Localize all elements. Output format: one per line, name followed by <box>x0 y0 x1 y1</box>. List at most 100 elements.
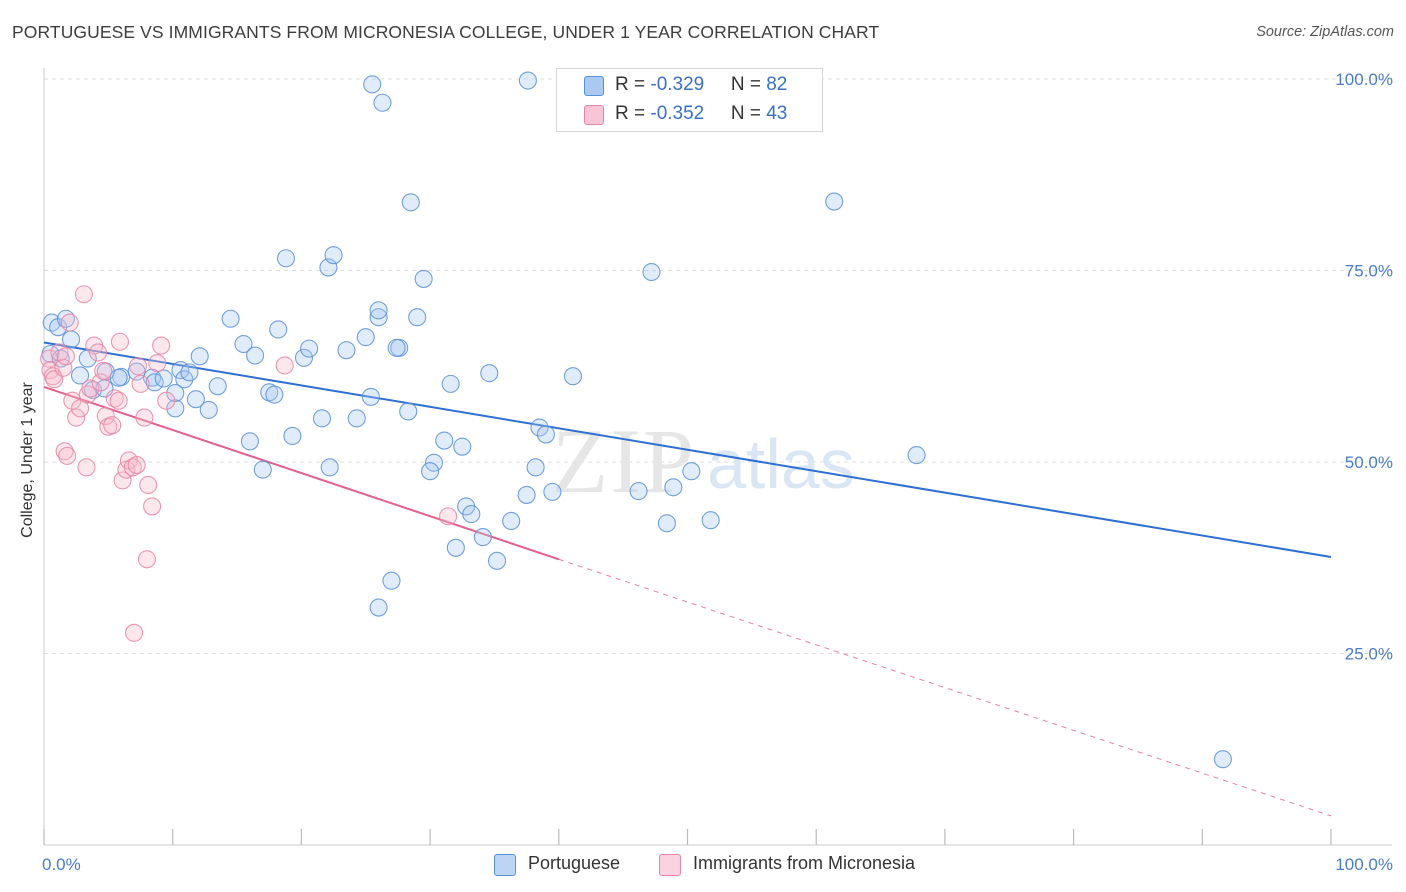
point-portuguese <box>190 347 209 366</box>
point-portuguese <box>435 431 454 450</box>
point-portuguese <box>347 409 366 428</box>
point-portuguese <box>283 426 302 446</box>
point-portuguese <box>265 385 284 404</box>
point-portuguese <box>199 400 218 419</box>
point-micronesia <box>89 343 108 362</box>
point-micronesia <box>275 356 294 375</box>
point-portuguese <box>356 328 375 347</box>
point-micronesia <box>96 406 115 426</box>
point-micronesia <box>94 361 113 380</box>
point-portuguese <box>234 334 253 354</box>
point-micronesia <box>77 458 96 477</box>
point-micronesia <box>128 357 148 376</box>
point-portuguese <box>109 368 128 387</box>
grid-lines <box>44 78 1392 654</box>
y-tick-label: 75.0% <box>1345 262 1393 281</box>
point-micronesia <box>63 391 82 410</box>
point-micronesia <box>74 285 93 304</box>
point-portuguese <box>337 341 356 360</box>
point-micronesia <box>56 347 75 366</box>
point-portuguese <box>543 482 562 501</box>
point-portuguese <box>446 538 465 557</box>
legend-r-value: -0.352 <box>650 103 705 124</box>
point-portuguese <box>145 373 164 392</box>
point-portuguese <box>221 309 240 328</box>
point-portuguese <box>387 338 406 357</box>
point-portuguese <box>363 75 382 94</box>
legend-swatch-blue <box>584 76 604 96</box>
point-portuguese <box>414 269 433 288</box>
point-micronesia <box>148 354 167 373</box>
point-portuguese <box>518 71 537 90</box>
point-portuguese <box>473 528 492 547</box>
y-tick-label: 50.0% <box>1345 453 1393 472</box>
chart-title: PORTUGUESE VS IMMIGRANTS FROM MICRONESIA… <box>12 22 880 42</box>
point-portuguese <box>312 409 332 428</box>
legend-r-value: -0.329 <box>650 74 705 95</box>
legend-swatch-portuguese <box>494 854 516 876</box>
point-micronesia <box>110 332 129 351</box>
source-label: Source: ZipAtlas.com <box>1256 24 1394 40</box>
point-micronesia <box>127 456 146 475</box>
point-micronesia <box>125 623 144 642</box>
point-micronesia <box>109 391 128 410</box>
point-portuguese <box>401 193 420 212</box>
point-portuguese <box>424 453 444 472</box>
point-portuguese <box>154 369 173 388</box>
data-points <box>40 71 1232 769</box>
point-micronesia <box>67 408 86 427</box>
watermark: ZIP atlas <box>552 410 855 512</box>
point-portuguese <box>373 93 392 112</box>
point-micronesia <box>137 550 157 569</box>
x-tick-label: 100.0% <box>1335 855 1393 874</box>
trend-lines <box>43 341 1332 817</box>
point-portuguese <box>382 571 401 590</box>
point-micronesia <box>139 475 158 495</box>
point-portuguese <box>369 308 388 327</box>
point-micronesia <box>70 399 90 418</box>
point-portuguese <box>186 390 205 409</box>
point-portuguese <box>276 249 296 268</box>
stats-legend: R = -0.329 N = 82 R = -0.352 N = 43 <box>556 68 823 132</box>
legend-label-portuguese: Portuguese <box>528 853 621 873</box>
point-micronesia <box>103 416 122 435</box>
point-portuguese <box>208 377 227 396</box>
point-micronesia <box>60 313 79 332</box>
point-micronesia <box>135 408 154 427</box>
point-portuguese <box>269 320 288 339</box>
point-portuguese <box>421 462 440 481</box>
point-portuguese <box>517 485 536 504</box>
y-tick-label: 25.0% <box>1345 645 1393 664</box>
series-legend: Portuguese Immigrants from Micronesia <box>0 851 1406 879</box>
point-portuguese <box>42 313 61 332</box>
point-portuguese <box>70 366 90 385</box>
legend-swatch-pink <box>584 105 604 125</box>
point-portuguese <box>180 363 199 382</box>
point-portuguese <box>1213 750 1232 769</box>
y-tick-label: 100.0% <box>1335 70 1393 89</box>
point-portuguese <box>526 458 545 477</box>
point-portuguese <box>300 339 319 358</box>
trend-line-micronesia-extrapolated <box>558 558 1332 817</box>
point-micronesia <box>157 391 176 410</box>
legend-r-label: R = <box>615 74 651 95</box>
point-portuguese <box>480 364 499 383</box>
point-portuguese <box>294 348 314 367</box>
point-portuguese <box>253 460 272 479</box>
point-portuguese <box>240 432 259 451</box>
point-portuguese <box>441 374 460 393</box>
axes <box>43 68 1392 846</box>
trend-line-portuguese <box>43 341 1332 558</box>
legend-r-label: R = <box>615 103 651 124</box>
point-portuguese <box>462 505 481 524</box>
point-portuguese <box>657 514 676 533</box>
point-micronesia <box>81 379 100 398</box>
point-portuguese <box>629 482 648 501</box>
point-portuguese <box>530 418 549 437</box>
point-portuguese <box>361 387 380 406</box>
point-portuguese <box>320 458 339 477</box>
point-micronesia <box>58 446 77 465</box>
point-portuguese <box>399 402 418 421</box>
point-portuguese <box>825 192 844 211</box>
